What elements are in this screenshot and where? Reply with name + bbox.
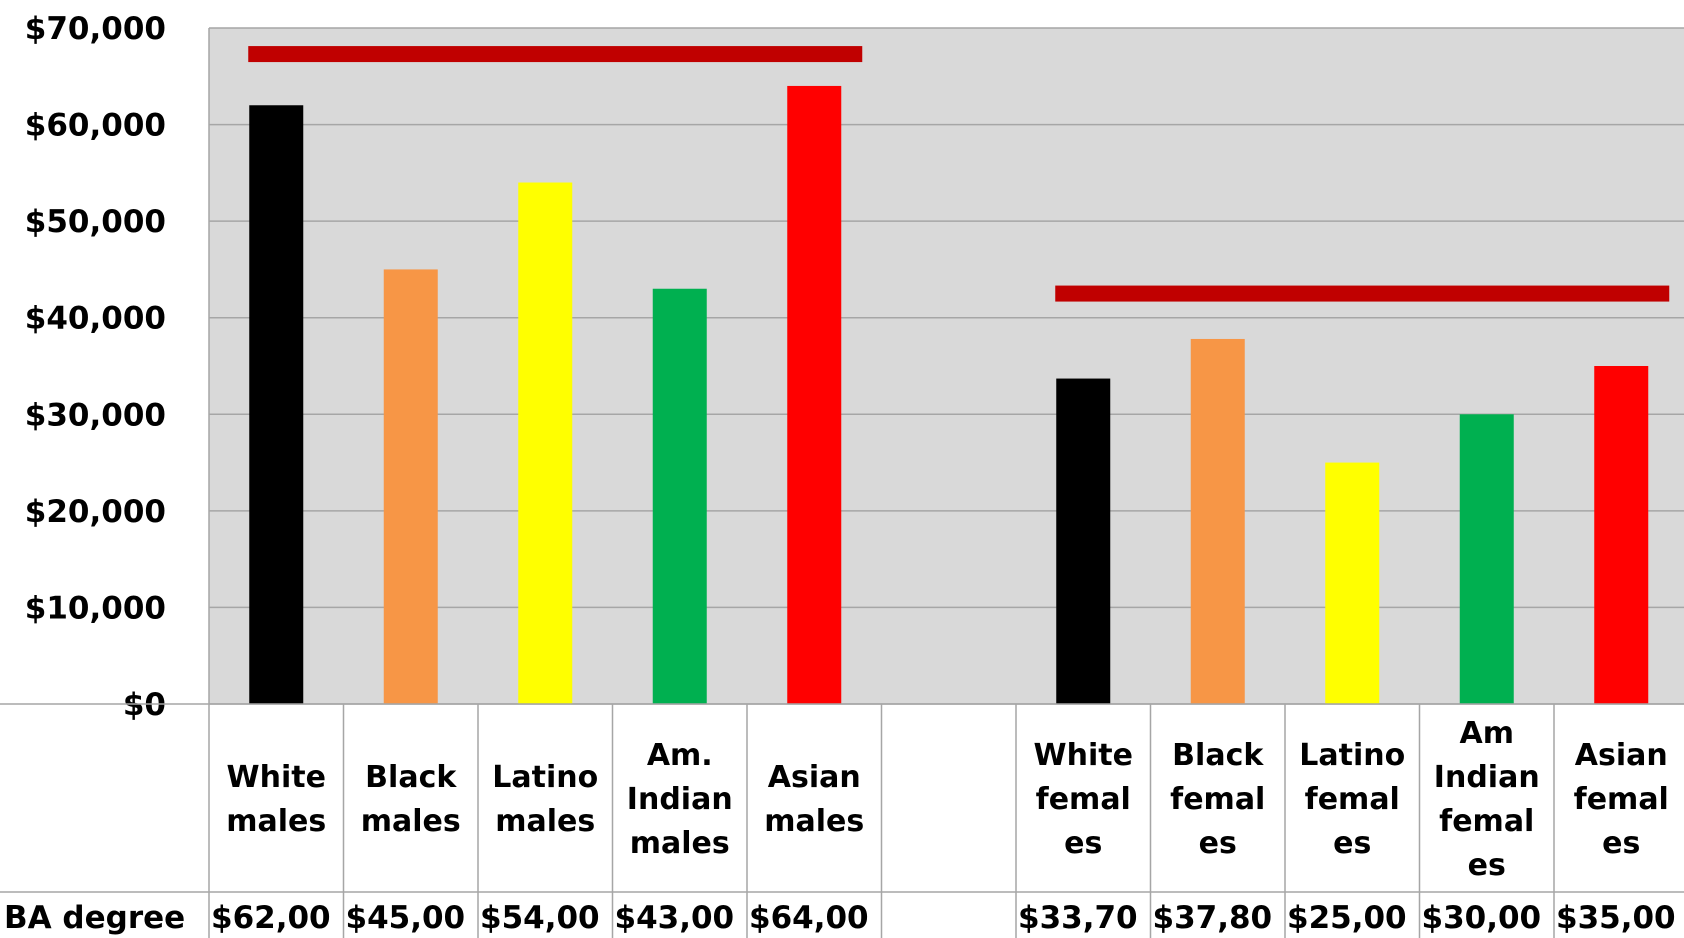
category-label: Am. Indian males bbox=[627, 738, 733, 861]
y-tick-label: $10,000 bbox=[25, 590, 166, 626]
value-label: $35,00 bbox=[1556, 900, 1676, 936]
bars bbox=[249, 85, 1649, 704]
y-tick-label: $40,000 bbox=[25, 301, 166, 337]
category-label: White males bbox=[226, 760, 326, 839]
value-label: $30,00 bbox=[1422, 900, 1542, 936]
bar bbox=[652, 288, 707, 704]
bar bbox=[1325, 462, 1380, 704]
y-axis-ticks: $0 $10,000 $20,000 $30,000 $40,000 $50,000 $60… bbox=[25, 11, 166, 723]
reference-lines bbox=[248, 46, 1670, 302]
value-label: $54,00 bbox=[480, 900, 600, 936]
bar bbox=[787, 85, 842, 704]
category-label: Latino femal es bbox=[1299, 738, 1405, 861]
category-label: Latino males bbox=[492, 760, 598, 839]
bar bbox=[518, 182, 573, 704]
category-label: Asian femal es bbox=[1574, 738, 1669, 861]
y-tick-label: $50,000 bbox=[25, 204, 166, 240]
y-tick-label: $30,000 bbox=[25, 397, 166, 433]
reference-line bbox=[248, 46, 863, 63]
category-label: Asian males bbox=[764, 760, 864, 839]
value-label: $64,00 bbox=[749, 900, 869, 936]
bar bbox=[249, 105, 304, 704]
bar bbox=[1190, 338, 1245, 704]
value-label: $33,70 bbox=[1018, 900, 1138, 936]
y-tick-label: $70,000 bbox=[25, 11, 166, 47]
y-tick-label: $60,000 bbox=[25, 108, 166, 144]
value-label: $25,00 bbox=[1287, 900, 1407, 936]
value-label: $45,00 bbox=[346, 900, 466, 936]
plot-area bbox=[209, 28, 1684, 704]
category-label: White femal es bbox=[1034, 738, 1133, 861]
reference-line bbox=[1055, 285, 1670, 302]
category-label: Am Indian femal es bbox=[1434, 716, 1540, 883]
bar bbox=[1594, 366, 1649, 704]
category-label: Black males bbox=[361, 760, 461, 839]
category-label: Black femal es bbox=[1170, 738, 1265, 861]
y-tick-label: $0 bbox=[123, 687, 166, 723]
bar bbox=[1056, 378, 1111, 704]
table-row-label: BA degree bbox=[4, 900, 185, 936]
bar bbox=[383, 269, 438, 704]
value-label: $37,80 bbox=[1153, 900, 1273, 936]
y-tick-label: $20,000 bbox=[25, 494, 166, 530]
value-label: $43,00 bbox=[615, 900, 735, 936]
bar bbox=[1459, 414, 1514, 704]
value-label: $62,00 bbox=[211, 900, 331, 936]
data-table: BA degree White males $62,00 Black males $45,… bbox=[0, 703, 1684, 938]
